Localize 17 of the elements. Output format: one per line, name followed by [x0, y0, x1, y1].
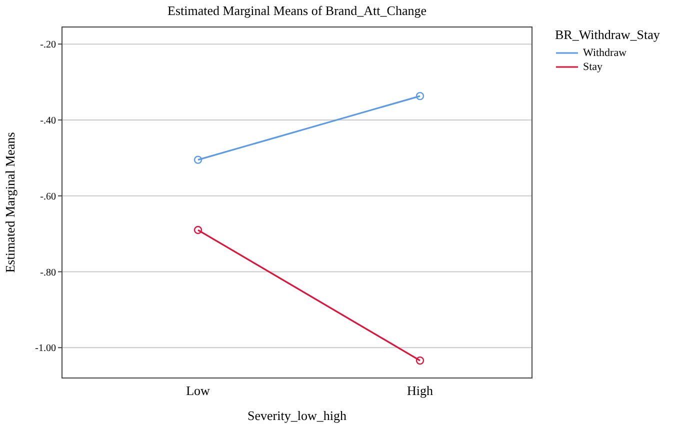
y-tick-label: -.20 — [40, 40, 56, 51]
y-tick-label: -.40 — [40, 116, 56, 127]
x-tick-label: Low — [186, 383, 211, 398]
legend-label: Stay — [583, 61, 603, 73]
legend-title: BR_Withdraw_Stay — [555, 27, 660, 43]
chart-title: Estimated Marginal Means of Brand_Att_Change — [168, 3, 427, 18]
point — [194, 226, 202, 234]
x-tick-label: High — [407, 383, 434, 398]
x-axis-title: Severity_low_high — [248, 408, 347, 423]
point — [416, 92, 424, 100]
y-tick-label: -1.00 — [35, 343, 56, 354]
y-axis-title: Estimated Marginal Means — [2, 132, 18, 273]
point — [416, 356, 424, 365]
y-tick-label: -.80 — [40, 267, 56, 278]
y-tick-label: -.60 — [40, 191, 56, 202]
point — [194, 156, 202, 164]
legend-label: Withdraw — [583, 47, 627, 59]
